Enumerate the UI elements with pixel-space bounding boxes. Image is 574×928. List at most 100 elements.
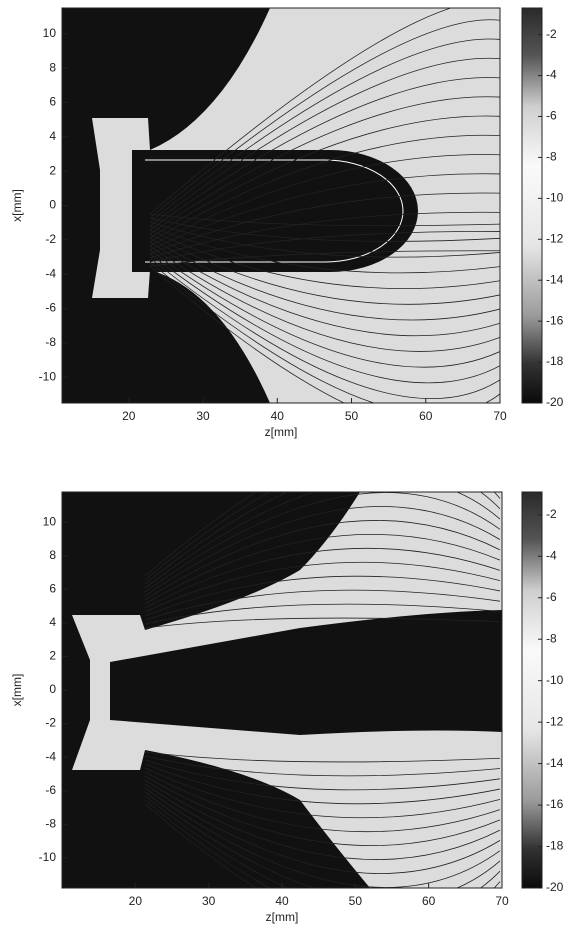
x-tick-label: 70 — [493, 409, 507, 423]
colorbar-tick-label: -20 — [546, 395, 564, 409]
contour-line — [149, 154, 500, 247]
y-tick-label: -2 — [45, 232, 56, 246]
contour-line — [144, 755, 501, 777]
contour-line — [149, 221, 500, 258]
contour-line — [149, 115, 500, 239]
colorbar-tick-label: -12 — [546, 714, 564, 728]
contour-line — [149, 241, 500, 337]
contour-line — [149, 225, 500, 274]
contour-line — [144, 803, 257, 888]
x-tick-label: 30 — [202, 894, 216, 908]
contour-line — [144, 492, 501, 589]
x-tick-label: 50 — [349, 894, 363, 908]
colorbar-tick-label: -4 — [546, 548, 557, 562]
contour-line — [144, 506, 501, 597]
contour-line — [149, 250, 500, 267]
contour-line — [149, 233, 500, 305]
contour-line — [149, 245, 500, 352]
contour-line — [149, 192, 500, 255]
contour-line — [149, 253, 500, 384]
contour-line — [149, 57, 500, 227]
y-tick-label: -8 — [45, 335, 56, 349]
colorbar-tick-label: -10 — [546, 191, 564, 205]
colorbar-tick-label: -2 — [546, 27, 557, 41]
contour-line — [144, 492, 501, 593]
x-tick-label: 30 — [196, 409, 210, 423]
y-tick-label: 8 — [49, 548, 56, 562]
x-tick-label: 20 — [129, 894, 143, 908]
y-axis-label: x[mm] — [10, 674, 24, 707]
x-tick-label: 60 — [422, 894, 436, 908]
colorbar-tick-label: -18 — [546, 839, 564, 853]
contour-line — [149, 261, 500, 403]
contour-line — [144, 492, 501, 581]
x-tick-label: 70 — [495, 894, 509, 908]
contour-field — [62, 8, 500, 403]
contour-line — [144, 534, 501, 605]
contour-line — [144, 795, 501, 888]
colorbar-tick-label: -20 — [546, 880, 564, 894]
colorbar-tick-label: -10 — [546, 673, 564, 687]
y-axis-label: x[mm] — [10, 189, 24, 222]
contour-line — [149, 257, 500, 399]
colorbar-tick-label: -2 — [546, 507, 557, 521]
contour-line — [149, 38, 500, 223]
contour-line — [144, 791, 501, 888]
contour-line — [144, 617, 501, 629]
contour-line — [144, 589, 501, 621]
contour-line — [144, 759, 501, 791]
y-tick-label: -10 — [39, 850, 57, 864]
y-tick-label: -6 — [45, 301, 56, 315]
x-tick-label: 40 — [275, 894, 289, 908]
colorbar-tick-label: -14 — [546, 272, 564, 286]
colorbar-tick-label: -8 — [546, 631, 557, 645]
colorbar-tick-label: -8 — [546, 150, 557, 164]
colorbar-tick-label: -14 — [546, 756, 564, 770]
contour-line — [149, 173, 500, 251]
x-tick-label: 50 — [345, 409, 359, 423]
colorbar — [521, 7, 543, 404]
y-tick-label: -4 — [45, 749, 56, 763]
y-tick-label: 2 — [49, 649, 56, 663]
y-tick-label: -6 — [45, 783, 56, 797]
y-tick-label: 10 — [43, 26, 57, 40]
colorbar-tick-label: -18 — [546, 354, 564, 368]
contour-line — [144, 767, 501, 819]
contour-line — [144, 575, 501, 617]
y-tick-label: 4 — [49, 129, 56, 143]
contour-line — [144, 603, 501, 625]
contour-line — [144, 561, 501, 613]
y-tick-label: 8 — [49, 60, 56, 74]
contour-line — [149, 265, 346, 403]
contour-line — [149, 213, 500, 227]
colorbar-tick-label: -16 — [546, 797, 564, 811]
contour-field — [62, 492, 502, 888]
contour-line — [144, 799, 501, 888]
y-tick-label: 6 — [49, 581, 56, 595]
colorbar-tick-label: -6 — [546, 590, 557, 604]
x-tick-label: 60 — [419, 409, 433, 423]
contour-line — [149, 19, 500, 219]
contour-line — [149, 211, 500, 259]
y-tick-label: 0 — [49, 198, 56, 212]
contour-line — [144, 492, 501, 585]
contour-line — [144, 779, 501, 860]
colorbar-tick-label: -12 — [546, 231, 564, 245]
y-tick-label: 0 — [49, 682, 56, 696]
y-tick-label: -10 — [39, 369, 57, 383]
x-axis-label: z[mm] — [265, 425, 298, 439]
colorbar — [521, 491, 543, 889]
contour-line — [149, 77, 500, 231]
y-tick-label: -4 — [45, 266, 56, 280]
contour-line — [144, 520, 501, 601]
contour-line — [149, 96, 500, 235]
y-tick-label: 6 — [49, 95, 56, 109]
y-tick-label: 4 — [49, 615, 56, 629]
colorbar-tick-label: -4 — [546, 68, 557, 82]
x-axis-label: z[mm] — [266, 910, 299, 924]
y-tick-label: 10 — [43, 514, 57, 528]
contour-line — [149, 217, 500, 242]
contour-line — [149, 134, 500, 243]
contour-line — [144, 771, 501, 833]
